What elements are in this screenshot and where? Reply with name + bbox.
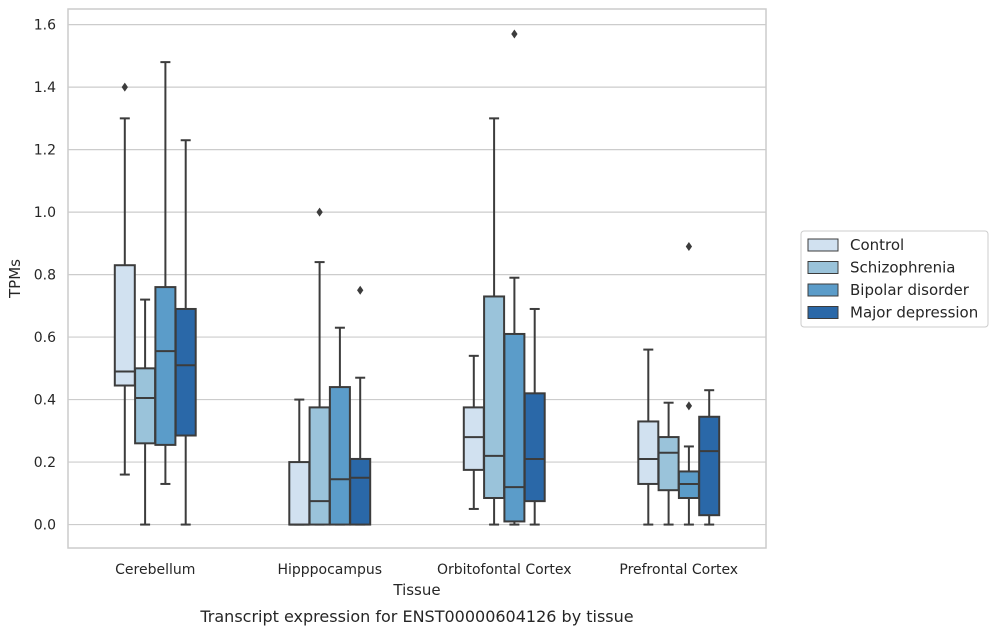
box-orbitofontal-cortex-major-depression xyxy=(523,307,546,526)
outlier-point xyxy=(685,241,693,251)
x-axis-label: Tissue xyxy=(392,581,440,599)
y-tick-label: 0.4 xyxy=(34,393,56,409)
plot-frame xyxy=(67,8,767,549)
box-body xyxy=(154,286,177,446)
box-orbitofontal-cortex-control xyxy=(462,354,485,510)
y-tick-label: 0.0 xyxy=(34,518,56,534)
box-body xyxy=(134,367,157,445)
y-tick-label: 0.6 xyxy=(34,330,56,346)
box-cerebellum-bipolar-disorder xyxy=(154,61,177,485)
outlier-point xyxy=(316,207,323,217)
box-body xyxy=(483,295,506,500)
box-hipppocampus-major-depression xyxy=(349,285,372,526)
box-body xyxy=(657,436,680,492)
box-hipppocampus-schizophrenia xyxy=(308,207,331,526)
box-hipppocampus-bipolar-disorder xyxy=(328,326,351,526)
legend-frame xyxy=(800,230,989,328)
legend-swatch xyxy=(807,238,839,252)
y-tick-label: 1.4 xyxy=(34,80,56,96)
outlier-point xyxy=(357,285,364,295)
figure-caption: Transcript expression for ENST0000060412… xyxy=(199,607,633,626)
box-body xyxy=(503,332,526,523)
outlier-point xyxy=(121,82,128,92)
y-tick-labels: 0.0 0.2 0.4 0.6 0.8 1.0 1.2 1.4 1.6 xyxy=(34,18,56,534)
legend-label: Control xyxy=(850,236,904,254)
box-body xyxy=(308,406,331,526)
box-prefrontal-cortex-bipolar-disorder xyxy=(677,241,700,526)
box-groups xyxy=(113,29,721,526)
x-tick-label: Orbitofontal Cortex xyxy=(437,562,572,578)
box-hipppocampus-control xyxy=(288,398,311,526)
legend-swatch xyxy=(807,261,839,274)
outlier-point xyxy=(511,29,518,39)
legend: Control Schizophrenia Bipolar disorder Majo… xyxy=(800,230,989,328)
y-tick-label: 0.2 xyxy=(34,455,56,471)
box-body xyxy=(174,307,197,437)
y-tick-label: 0.8 xyxy=(34,268,56,284)
legend-swatch xyxy=(807,283,839,297)
box-body xyxy=(349,457,372,526)
box-body xyxy=(637,420,660,485)
box-cerebellum-schizophrenia xyxy=(134,298,157,526)
box-orbitofontal-cortex-bipolar-disorder xyxy=(503,29,526,526)
x-tick-labels: Cerebellum Hipppocampus Orbitofontal Corte… xyxy=(115,562,738,578)
box-body xyxy=(523,392,546,503)
x-tick-label: Hipppocampus xyxy=(277,562,382,578)
box-body xyxy=(328,386,351,526)
y-tick-label: 1.0 xyxy=(34,205,56,221)
box-body xyxy=(288,461,311,526)
legend-label: Bipolar disorder xyxy=(850,281,970,299)
legend-label: Schizophrenia xyxy=(850,259,955,277)
box-prefrontal-cortex-control xyxy=(637,348,660,526)
box-cerebellum-major-depression xyxy=(174,139,197,526)
box-orbitofontal-cortex-schizophrenia xyxy=(483,117,506,526)
y-axis-label: TPMs xyxy=(6,259,24,299)
box-body xyxy=(698,415,721,517)
x-tick-label: Cerebellum xyxy=(115,562,195,578)
outlier-point xyxy=(685,401,693,411)
box-prefrontal-cortex-major-depression xyxy=(698,389,721,526)
legend-swatch xyxy=(807,306,839,319)
y-tick-label: 1.2 xyxy=(34,143,56,159)
box-body xyxy=(113,264,136,387)
box-cerebellum-control xyxy=(113,82,136,476)
legend-label: Major depression xyxy=(850,304,978,322)
x-tick-label: Prefrontal Cortex xyxy=(619,562,738,578)
box-body xyxy=(462,406,485,471)
box-prefrontal-cortex-schizophrenia xyxy=(657,401,680,526)
y-tick-label: 1.6 xyxy=(34,18,56,34)
